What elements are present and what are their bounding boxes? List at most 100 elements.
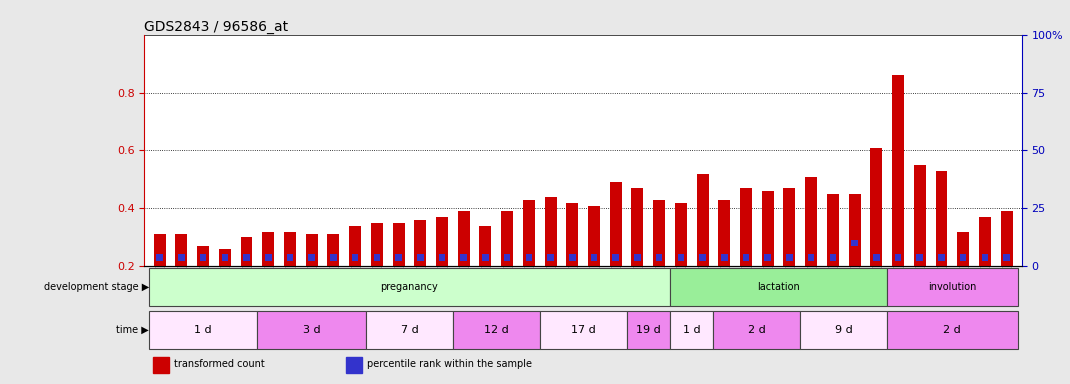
Bar [917, 255, 923, 261]
Bar [523, 200, 535, 266]
Bar [439, 255, 445, 261]
Bar [371, 223, 383, 266]
Bar [588, 205, 600, 266]
Bar [806, 177, 817, 266]
Bar [265, 255, 272, 261]
Bar [1000, 211, 1012, 266]
Bar [610, 182, 622, 266]
Bar [700, 255, 706, 261]
Bar [656, 255, 662, 261]
Bar [849, 194, 860, 266]
Bar [545, 197, 556, 266]
FancyBboxPatch shape [149, 268, 670, 306]
Bar [591, 255, 597, 261]
FancyBboxPatch shape [149, 311, 258, 349]
Bar [458, 211, 470, 266]
Bar [762, 191, 774, 266]
Bar [786, 255, 793, 261]
Bar [743, 255, 749, 261]
Bar [349, 226, 361, 266]
Bar [393, 223, 404, 266]
Bar [829, 255, 836, 261]
Bar [697, 174, 708, 266]
Bar [764, 255, 771, 261]
Bar [352, 255, 358, 261]
Bar [612, 255, 620, 261]
Bar [373, 255, 380, 261]
Bar [153, 357, 169, 373]
Text: 19 d: 19 d [636, 324, 660, 334]
FancyBboxPatch shape [887, 311, 1018, 349]
Bar [914, 165, 926, 266]
Bar [718, 200, 731, 266]
Bar [197, 246, 209, 266]
FancyBboxPatch shape [366, 311, 453, 349]
Bar [241, 237, 253, 266]
Bar [483, 255, 489, 261]
Bar [783, 188, 795, 266]
Bar [938, 255, 945, 261]
Bar [435, 217, 448, 266]
FancyBboxPatch shape [670, 268, 887, 306]
Bar [675, 203, 687, 266]
Bar [460, 255, 467, 261]
Bar [154, 235, 166, 266]
Bar [306, 235, 318, 266]
Bar [569, 255, 576, 261]
Bar [414, 220, 426, 266]
Bar [566, 203, 578, 266]
Text: transformed count: transformed count [174, 359, 265, 369]
Bar [635, 255, 641, 261]
Bar [1004, 255, 1010, 261]
Bar [243, 255, 249, 261]
Bar [870, 147, 883, 266]
Bar [981, 255, 989, 261]
Bar [653, 200, 666, 266]
FancyBboxPatch shape [714, 311, 800, 349]
Bar [219, 249, 231, 266]
Bar [347, 357, 362, 373]
Text: 1 d: 1 d [683, 324, 701, 334]
Bar [221, 255, 228, 261]
Bar [501, 211, 514, 266]
Bar [178, 255, 185, 261]
Bar [958, 232, 969, 266]
Text: 9 d: 9 d [835, 324, 853, 334]
Bar [873, 255, 880, 261]
Text: 2 d: 2 d [944, 324, 961, 334]
Bar [852, 240, 858, 247]
Bar [895, 255, 901, 261]
Bar [479, 226, 491, 266]
Bar [547, 255, 554, 261]
FancyBboxPatch shape [887, 268, 1018, 306]
Bar [721, 255, 728, 261]
Bar [740, 188, 752, 266]
FancyBboxPatch shape [670, 311, 714, 349]
Bar [979, 217, 991, 266]
Bar [200, 255, 207, 261]
Bar [175, 235, 187, 266]
Text: 7 d: 7 d [400, 324, 418, 334]
Text: 12 d: 12 d [484, 324, 508, 334]
Bar [331, 255, 337, 261]
Text: GDS2843 / 96586_at: GDS2843 / 96586_at [144, 20, 289, 33]
Bar [156, 255, 163, 261]
Text: involution: involution [928, 283, 977, 293]
Bar [284, 232, 296, 266]
FancyBboxPatch shape [258, 311, 366, 349]
Bar [327, 235, 339, 266]
Bar [287, 255, 293, 261]
Text: 3 d: 3 d [303, 324, 321, 334]
Text: 1 d: 1 d [195, 324, 212, 334]
Bar [892, 75, 904, 266]
Text: time ▶: time ▶ [116, 324, 149, 334]
Bar [395, 255, 402, 261]
Bar [308, 255, 315, 261]
Bar [262, 232, 274, 266]
Bar [525, 255, 532, 261]
Text: lactation: lactation [758, 283, 800, 293]
Bar [808, 255, 814, 261]
FancyBboxPatch shape [539, 311, 627, 349]
Bar [631, 188, 643, 266]
Text: percentile rank within the sample: percentile rank within the sample [367, 359, 532, 369]
